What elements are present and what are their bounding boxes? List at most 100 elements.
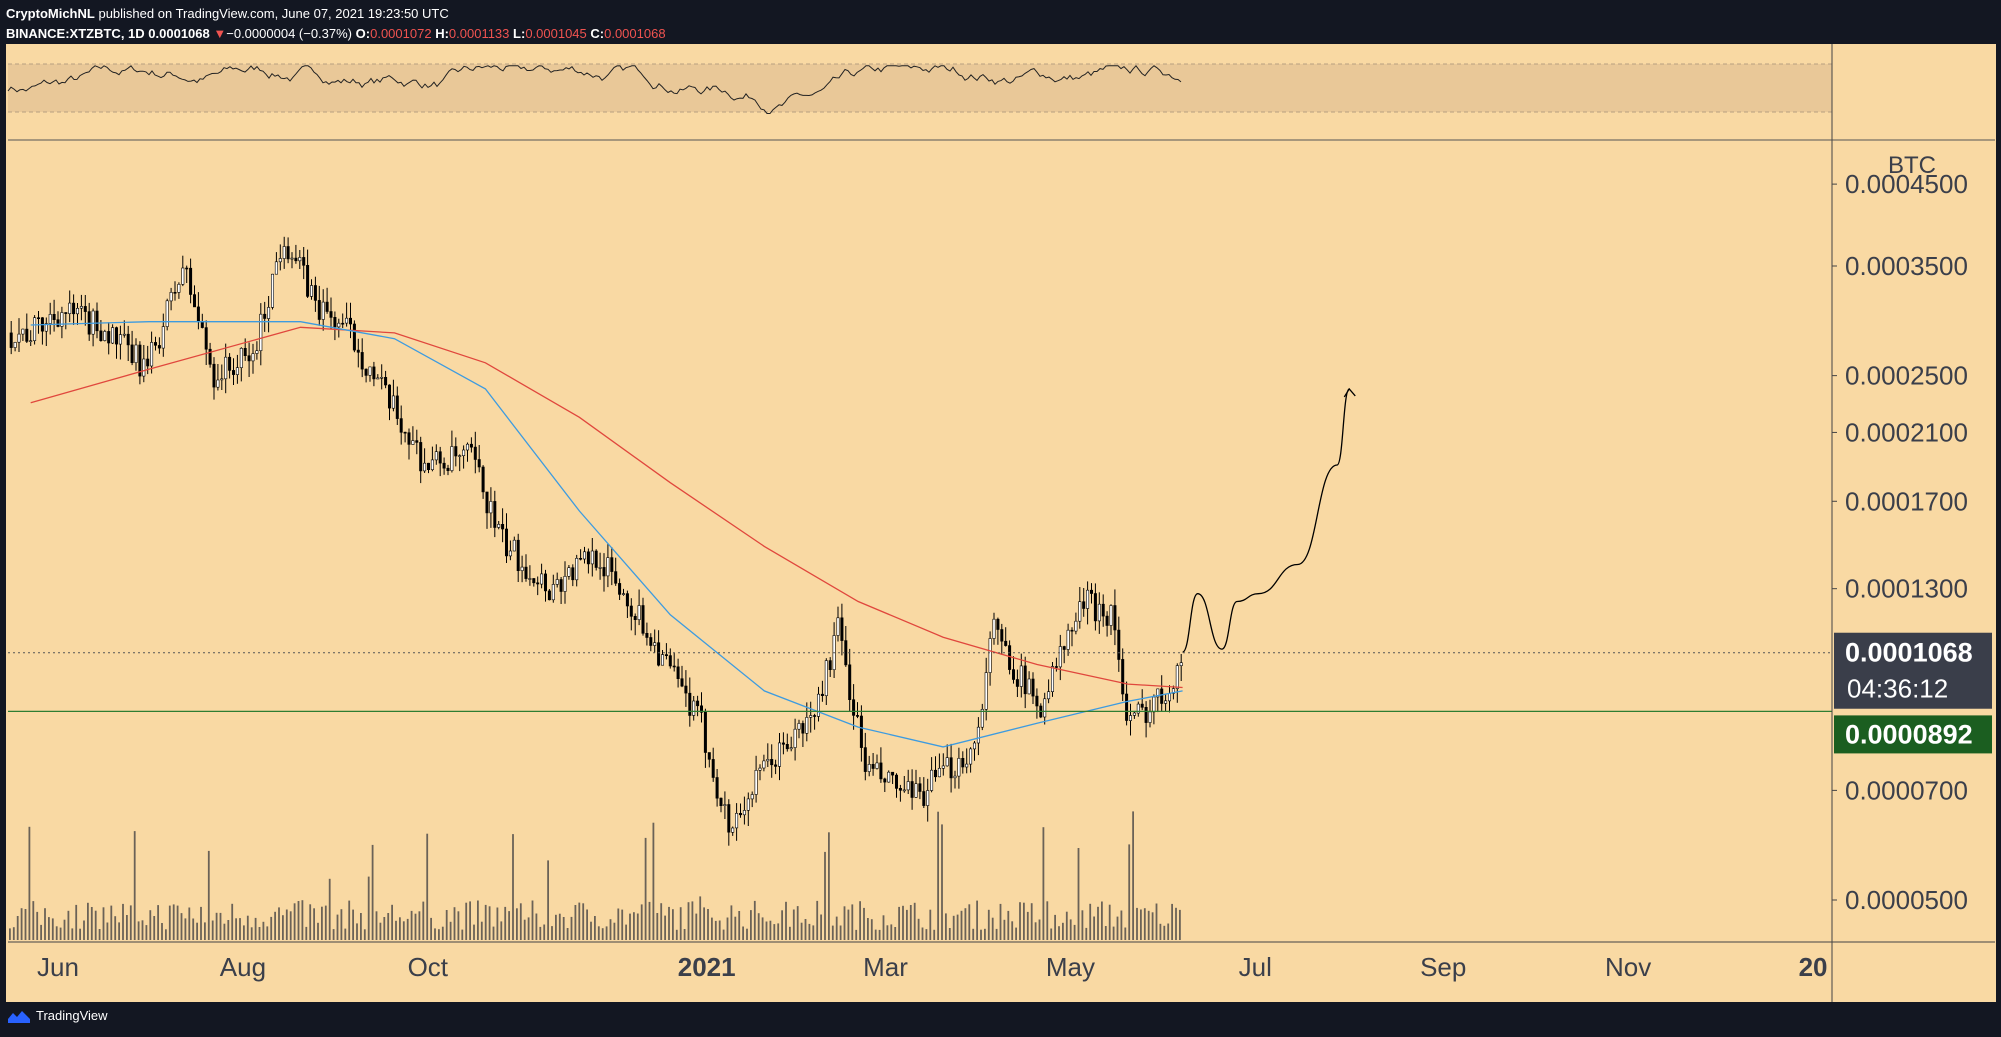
projection-drawing[interactable] xyxy=(1181,387,1356,653)
volume-bar xyxy=(1011,921,1014,940)
volume-bar xyxy=(352,909,354,940)
candle-body xyxy=(239,347,243,368)
candle-body xyxy=(267,307,271,319)
candle-body xyxy=(696,700,700,707)
candle-body xyxy=(758,767,762,771)
footer-brand[interactable]: TradingView xyxy=(36,1008,108,1023)
candle-body xyxy=(1160,688,1164,704)
candle-body xyxy=(126,333,130,346)
candle-body xyxy=(165,300,169,327)
volume-bar xyxy=(675,929,678,940)
candle-body xyxy=(317,300,321,320)
volume-bar xyxy=(1058,926,1060,940)
volume-bar xyxy=(1019,902,1021,940)
volume-bar xyxy=(800,922,803,940)
volume-bar xyxy=(24,909,27,940)
volume-bar xyxy=(757,913,760,940)
candle-body xyxy=(83,306,87,312)
volume-bar xyxy=(192,918,195,940)
candle-body xyxy=(762,760,766,769)
candle-body xyxy=(118,334,122,345)
candle-body xyxy=(621,593,625,595)
candle-body xyxy=(906,781,910,791)
candle-body xyxy=(430,459,434,470)
candle-body xyxy=(204,327,208,350)
candle-body xyxy=(477,459,481,468)
volume-bar xyxy=(570,916,573,940)
candle-body xyxy=(731,827,735,833)
volume-bar xyxy=(714,920,717,940)
candle-body xyxy=(590,550,594,565)
candle-body xyxy=(21,328,25,335)
volume-bar xyxy=(492,926,495,940)
volume-bar xyxy=(847,909,850,940)
volume-bar xyxy=(168,905,171,940)
volume-bar xyxy=(313,908,315,940)
volume-bar xyxy=(601,928,604,940)
volume-bar xyxy=(687,902,690,940)
candle-body xyxy=(520,566,524,571)
volume-bar xyxy=(909,905,912,940)
y-unit-label: BTC xyxy=(1888,152,1936,179)
candle-body xyxy=(25,328,29,342)
candle-body xyxy=(567,567,571,577)
volume-bar xyxy=(761,917,764,940)
candle-body xyxy=(1011,669,1015,680)
candle-body xyxy=(17,333,21,343)
candle-body xyxy=(434,451,438,461)
candle-body xyxy=(286,246,290,260)
candle-body xyxy=(688,692,692,716)
volume-bar xyxy=(219,912,222,940)
volume-bar xyxy=(157,905,159,940)
candle-body xyxy=(134,344,138,364)
volume-bar xyxy=(469,901,471,940)
volume-bar xyxy=(1085,927,1088,940)
volume-bar xyxy=(1104,926,1107,940)
candle-body xyxy=(883,778,887,783)
volume-bar xyxy=(239,918,241,940)
volume-bar xyxy=(36,911,39,940)
candle-body xyxy=(676,666,680,679)
candle-body xyxy=(321,301,325,320)
volume-bar xyxy=(55,926,58,940)
volume-bar xyxy=(547,860,549,940)
candle-body xyxy=(391,395,395,409)
candle-body xyxy=(60,312,64,327)
tradingview-logo-icon[interactable] xyxy=(8,1009,30,1023)
candle-body xyxy=(614,571,618,584)
candle-body xyxy=(828,660,832,670)
volume-bar xyxy=(83,920,85,940)
volume-bar xyxy=(461,929,464,940)
candle-body xyxy=(540,573,544,585)
volume-bar xyxy=(672,909,674,940)
candle-body xyxy=(1156,688,1160,698)
volume-bar xyxy=(948,928,951,940)
candle-body xyxy=(33,317,37,342)
candle-body xyxy=(298,257,302,262)
volume-bar xyxy=(172,904,175,940)
author-name[interactable]: CryptoMichNL xyxy=(6,6,95,21)
candle-body xyxy=(1004,640,1008,646)
volume-bar xyxy=(1073,924,1076,940)
candle-body xyxy=(1168,693,1172,702)
candle-body xyxy=(770,758,774,766)
volume-bar xyxy=(874,929,877,940)
volume-bar xyxy=(215,912,218,940)
volume-bars xyxy=(9,811,1181,940)
candle-body xyxy=(809,715,813,718)
volume-bar xyxy=(165,929,167,940)
candle-body xyxy=(961,757,965,768)
volume-bar xyxy=(344,928,347,940)
volume-bar xyxy=(991,917,994,940)
volume-bar xyxy=(711,917,713,940)
candle-body xyxy=(76,307,80,315)
candle-body xyxy=(1105,615,1109,626)
chart-panel[interactable] xyxy=(6,44,1996,1002)
candle-body xyxy=(193,294,197,308)
volume-bar xyxy=(937,811,939,940)
candle-body xyxy=(341,322,345,325)
volume-bar xyxy=(839,925,842,940)
candle-body xyxy=(957,757,961,777)
volume-bar xyxy=(660,903,663,940)
